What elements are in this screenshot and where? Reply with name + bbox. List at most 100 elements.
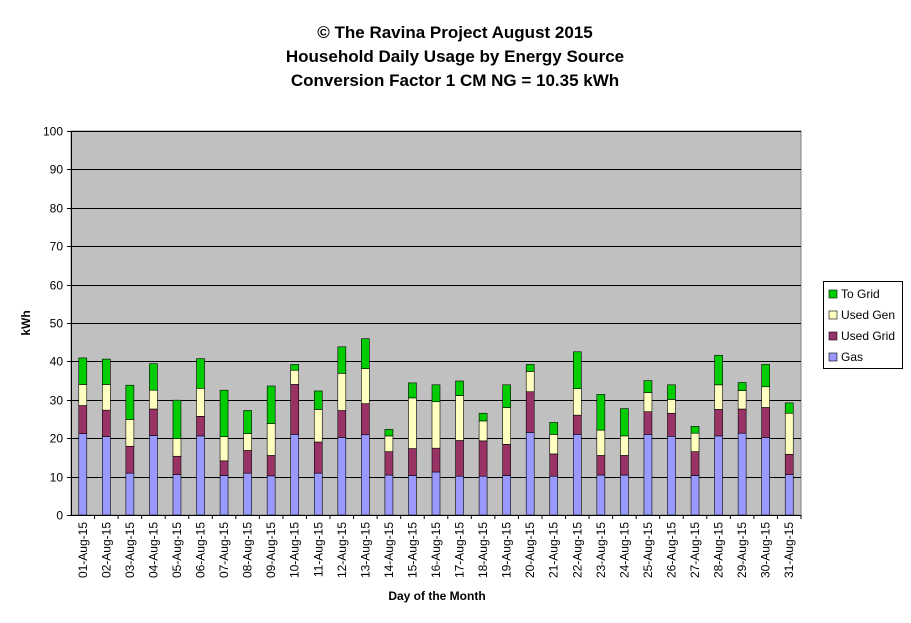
y-tick-label: 80	[50, 202, 64, 216]
bar-segment-used-grid	[290, 384, 300, 435]
bar-segment-used-grid	[596, 455, 606, 476]
bar-segment-used-grid	[761, 407, 770, 438]
bar-segment-to-grid	[761, 364, 770, 388]
bar-segment-used-grid	[737, 408, 747, 434]
bar-segment-used-gen	[408, 397, 417, 449]
bar-segment-gas	[361, 434, 370, 516]
bar-segment-used-gen	[549, 434, 559, 455]
bar-segment-used-gen	[172, 438, 182, 457]
bar-segment-used-gen	[714, 384, 723, 410]
bar-segment-used-grid	[266, 455, 276, 477]
bar-segment-to-grid	[384, 429, 394, 437]
bars-group	[78, 338, 794, 516]
bar-segment-used-gen	[525, 371, 535, 393]
bar-segment-used-gen	[737, 390, 747, 410]
bar-segment-used-grid	[408, 448, 417, 476]
x-tick-label: 17-Aug-15	[453, 522, 467, 578]
x-tick-label: 19-Aug-15	[500, 522, 514, 578]
bar-segment-gas	[408, 475, 417, 516]
bar-segment-to-grid	[361, 338, 370, 369]
bar-segment-used-grid	[572, 414, 582, 435]
bar-segment-used-grid	[313, 441, 323, 474]
bar-segment-gas	[620, 474, 629, 516]
bar-segment-gas	[502, 475, 511, 516]
x-tick-label: 18-Aug-15	[476, 522, 490, 578]
bar-segment-used-grid	[361, 403, 370, 436]
bar-segment-used-grid	[455, 440, 464, 477]
bar-segment-used-grid	[667, 412, 676, 437]
x-tick-label: 10-Aug-15	[288, 522, 302, 578]
bar-segment-to-grid	[690, 425, 700, 434]
bar-segment-used-gen	[643, 392, 653, 413]
bar-segment-used-gen	[313, 409, 323, 443]
bar-segment-gas	[737, 432, 747, 516]
y-tick-label: 70	[50, 240, 64, 254]
x-tick-label: 24-Aug-15	[617, 522, 631, 578]
y-tick-label: 50	[50, 317, 64, 331]
bar-segment-used-gen	[384, 435, 394, 452]
bar-segment-to-grid	[337, 346, 347, 374]
bar-segment-gas	[384, 474, 394, 516]
x-tick-label: 22-Aug-15	[570, 522, 584, 578]
bar-segment-to-grid	[525, 364, 535, 372]
bar-segment-gas	[149, 435, 158, 516]
bar-segment-used-grid	[431, 447, 441, 473]
bar-segment-to-grid	[478, 412, 488, 422]
x-axis-title: Day of the Month	[388, 589, 485, 603]
legend: To Grid Used Gen Used Grid Gas	[823, 281, 903, 369]
bar-segment-gas	[78, 433, 88, 516]
chart-title-line-3: Conversion Factor 1 CM NG = 10.35 kWh	[291, 71, 619, 90]
y-tick-label: 30	[50, 394, 64, 408]
bar-segment-gas	[102, 436, 111, 516]
bar-segment-used-grid	[620, 455, 629, 476]
bar-segment-gas	[219, 475, 229, 516]
y-tick-label: 100	[43, 125, 63, 139]
x-tick-label: 14-Aug-15	[382, 522, 396, 578]
x-tick-label: 29-Aug-15	[735, 522, 749, 578]
y-tick-label: 20	[50, 432, 64, 446]
bar-segment-to-grid	[149, 363, 158, 391]
bar-segment-used-gen	[78, 384, 88, 406]
legend-swatch	[828, 289, 838, 299]
x-tick-label: 20-Aug-15	[523, 522, 537, 578]
bar-segment-gas	[266, 475, 276, 516]
bar-segment-used-grid	[549, 453, 559, 477]
bar-segment-gas	[714, 435, 723, 516]
bar-segment-used-gen	[337, 372, 347, 411]
bar-segment-to-grid	[243, 410, 252, 434]
x-tick-label: 04-Aug-15	[146, 522, 160, 578]
x-tick-label: 05-Aug-15	[170, 522, 184, 578]
bar-segment-to-grid	[572, 351, 582, 389]
bar-segment-to-grid	[714, 354, 723, 386]
bar-segment-to-grid	[455, 380, 464, 396]
bar-segment-used-grid	[219, 460, 229, 476]
bar-segment-used-gen	[596, 429, 606, 456]
y-tick-label: 10	[50, 471, 64, 485]
legend-label: Used Grid	[841, 329, 895, 343]
bar-segment-used-gen	[784, 412, 794, 455]
bar-segment-used-gen	[243, 433, 252, 451]
y-tick-label: 60	[50, 279, 64, 293]
bar-segment-used-gen	[572, 388, 582, 416]
x-tick-label: 30-Aug-15	[759, 522, 773, 578]
bar-segment-used-gen	[502, 407, 511, 445]
x-tick-label: 08-Aug-15	[241, 522, 255, 578]
chart-title-line-2: Household Daily Usage by Energy Source	[286, 47, 624, 66]
bar-segment-used-grid	[243, 450, 252, 474]
legend-label: Used Gen	[841, 308, 895, 322]
x-tick-label: 06-Aug-15	[194, 522, 208, 578]
bar-segment-to-grid	[266, 385, 276, 424]
bar-segment-used-grid	[172, 455, 182, 475]
x-tick-label: 09-Aug-15	[264, 522, 278, 578]
bar-segment-used-gen	[667, 399, 676, 414]
bar-segment-gas	[667, 435, 676, 516]
bar-segment-used-gen	[125, 419, 135, 447]
bar-segment-to-grid	[667, 384, 676, 400]
bar-segment-gas	[549, 475, 559, 516]
x-tick-label: 28-Aug-15	[712, 522, 726, 578]
bar-segment-used-grid	[714, 409, 723, 437]
bar-segment-to-grid	[172, 399, 182, 439]
x-tick-label: 15-Aug-15	[405, 522, 419, 578]
bar-segment-used-grid	[78, 405, 88, 434]
